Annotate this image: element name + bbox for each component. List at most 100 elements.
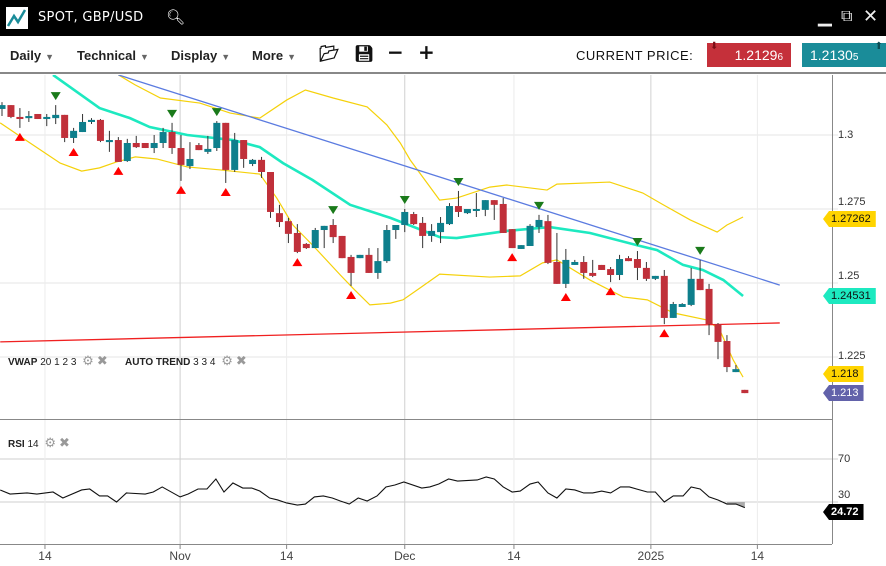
sell-signal-marker	[50, 92, 61, 101]
bid-price-button[interactable]: ⬇ 1.21296	[707, 41, 791, 67]
candle-body	[267, 172, 274, 212]
candle-body	[553, 261, 561, 284]
candle-body	[419, 222, 427, 236]
candle-body	[320, 225, 328, 231]
bid-pip: 6	[777, 52, 783, 63]
ask-price-button[interactable]: 1.21305 ⬆	[802, 41, 886, 67]
candle-body	[446, 206, 453, 225]
candle-body	[159, 132, 167, 143]
candle-body	[52, 114, 60, 119]
trendline	[118, 75, 780, 286]
menu-technical[interactable]: Technical ▼	[77, 48, 149, 63]
vwap-params: 20 1 2 3	[40, 357, 77, 368]
candle-body	[625, 258, 632, 262]
buy-signal-marker	[113, 166, 124, 175]
buy-signal-marker	[346, 290, 357, 299]
toolbar: Daily ▼ Technical ▼ Display ▼ More ▼ 📂︎ 💾︎ −…	[0, 36, 886, 74]
candle-body	[481, 200, 489, 210]
gear-icon[interactable]: ⚙	[82, 353, 94, 368]
rsi-tick: 70	[838, 453, 851, 465]
candle-body	[302, 243, 310, 249]
title-bar: SPOT, GBP/USD 🔍︎ ▁ ⧉ ✕	[0, 0, 886, 36]
caret-down-icon: ▼	[140, 52, 149, 62]
candle-body	[633, 259, 641, 268]
candle-body	[356, 254, 364, 259]
candle-body	[678, 304, 686, 307]
candle-body	[687, 278, 695, 305]
sell-signal-marker	[211, 108, 222, 117]
rsi-legend: RSI 14 ⚙ ✖	[8, 435, 70, 451]
candle-body	[231, 140, 239, 170]
candle-body	[338, 235, 346, 259]
popout-icon[interactable]: ⧉	[841, 6, 853, 25]
rsi-params: 14	[27, 439, 39, 450]
save-icon[interactable]: 💾︎	[354, 44, 375, 63]
candle-body	[472, 209, 480, 211]
support-line	[0, 322, 780, 343]
close-icon[interactable]: ✖	[59, 435, 70, 450]
x-tick-label: Nov	[169, 549, 190, 563]
candle-body	[383, 230, 391, 262]
x-tick-label: 14	[751, 549, 765, 563]
candle-body	[258, 159, 266, 172]
autotrend-params: 3 3 4	[193, 357, 216, 368]
candle-body	[428, 230, 436, 236]
price-tick: 1.225	[838, 350, 866, 362]
candle-body	[660, 275, 668, 318]
candle-body	[105, 140, 113, 143]
buy-signal-marker	[68, 147, 79, 156]
vwap-legend: VWAP 20 1 2 3 ⚙ ✖	[8, 353, 108, 369]
candle-body	[499, 203, 507, 233]
close-icon[interactable]: ✕	[863, 6, 879, 27]
gear-icon[interactable]: ⚙	[44, 435, 57, 450]
sell-signal-marker	[534, 201, 544, 210]
ask-price: 1.2130	[810, 47, 853, 63]
candle-body	[240, 140, 248, 159]
x-tick-label: 2025	[638, 549, 665, 563]
candle-body	[607, 269, 615, 276]
ma-tag: 1.24531	[823, 288, 876, 304]
candle-body	[741, 389, 749, 394]
candle-body	[275, 213, 283, 223]
candle-body	[535, 219, 543, 228]
candle-body	[526, 225, 534, 246]
candle-body	[562, 259, 570, 284]
candle-body	[293, 232, 301, 252]
gear-icon[interactable]: ⚙	[221, 353, 233, 368]
candle-body	[25, 116, 33, 119]
candle-body	[186, 158, 194, 167]
candle-body	[651, 275, 659, 279]
candle-body	[580, 261, 588, 273]
candle-body	[150, 142, 158, 149]
caret-down-icon: ▼	[221, 52, 231, 62]
candle-body	[454, 206, 462, 212]
candle-body	[365, 254, 373, 273]
candle-body	[195, 145, 203, 151]
x-tick-label: Dec	[394, 549, 415, 563]
candle-body	[544, 221, 552, 263]
candle-body	[705, 288, 713, 325]
candle-body	[222, 122, 230, 170]
minimize-icon[interactable]: ▁	[818, 6, 832, 27]
menu-daily[interactable]: Daily ▼	[10, 48, 54, 63]
sell-signal-marker	[632, 238, 643, 247]
close-icon[interactable]: ✖	[235, 353, 247, 368]
candle-body	[589, 272, 597, 276]
candle-body	[96, 119, 104, 141]
candle-body	[311, 230, 319, 249]
search-icon[interactable]: 🔍︎	[166, 8, 186, 26]
menu-display[interactable]: Display ▼	[171, 48, 230, 63]
candle-body	[616, 259, 624, 276]
candle-body	[696, 278, 704, 291]
zoom-in-icon[interactable]: +	[418, 40, 435, 64]
buy-signal-marker	[507, 253, 518, 262]
menu-more[interactable]: More ▼	[252, 48, 296, 63]
rsi-oversold-fill	[726, 502, 745, 508]
candle-body	[249, 159, 257, 165]
close-icon[interactable]: ✖	[96, 353, 108, 368]
candle-body	[141, 142, 149, 149]
zoom-out-icon[interactable]: −	[387, 40, 404, 64]
candle-body	[114, 140, 122, 162]
open-folder-icon[interactable]: 📂︎	[319, 44, 340, 63]
